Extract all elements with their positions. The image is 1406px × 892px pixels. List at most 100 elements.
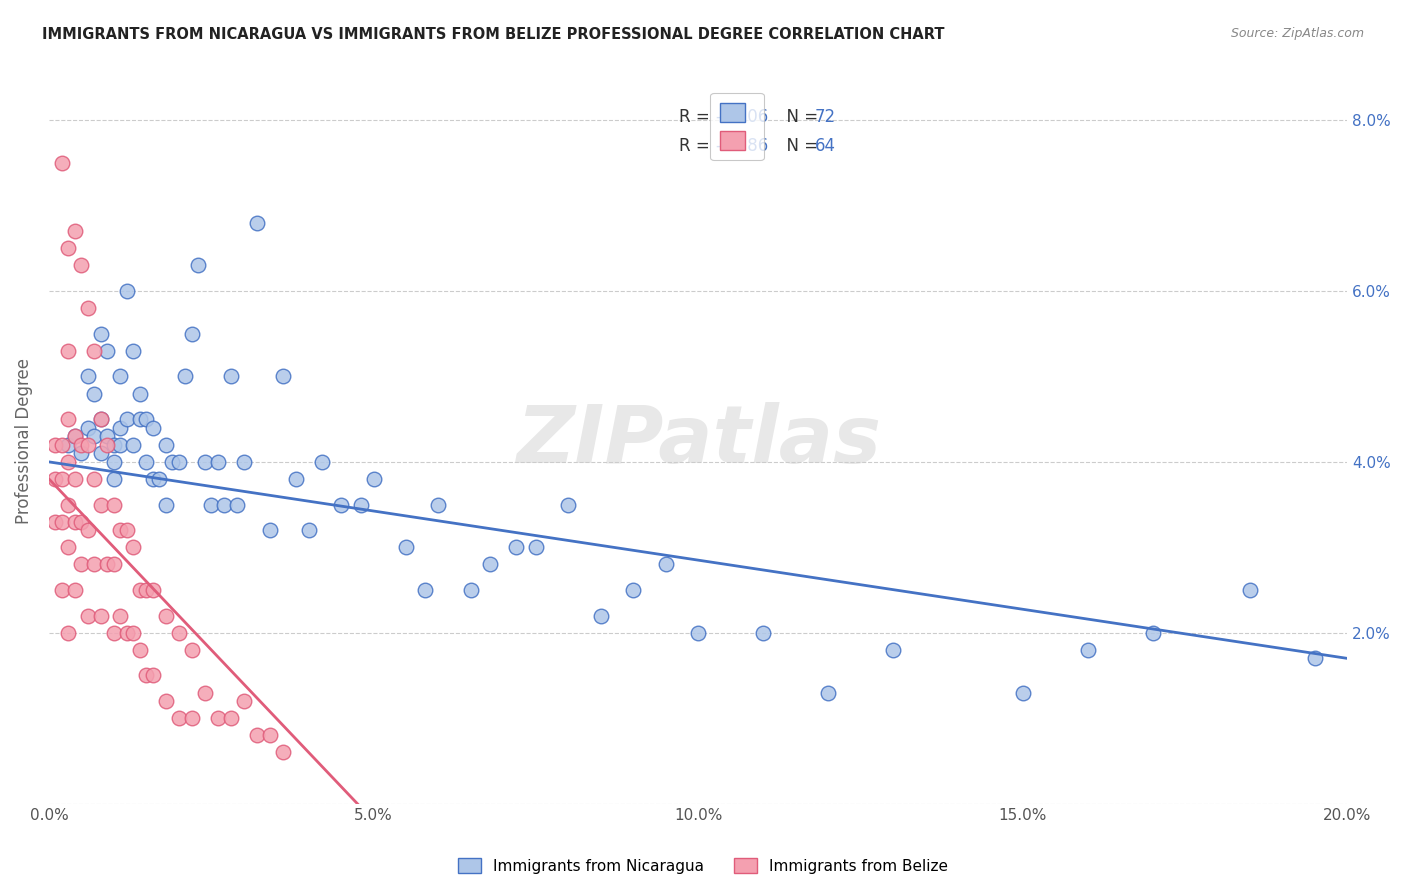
Point bbox=[83, 558, 105, 572]
Point bbox=[246, 728, 269, 742]
Point bbox=[103, 558, 125, 572]
Point bbox=[58, 438, 80, 452]
Point bbox=[212, 498, 235, 512]
Text: 64: 64 bbox=[815, 136, 837, 154]
Point bbox=[219, 711, 242, 725]
Point bbox=[63, 429, 86, 443]
Point bbox=[122, 625, 145, 640]
Point bbox=[817, 685, 839, 699]
Text: R =: R = bbox=[679, 136, 714, 154]
Point bbox=[70, 515, 93, 529]
Point bbox=[58, 343, 80, 358]
Point bbox=[330, 498, 353, 512]
Point bbox=[103, 455, 125, 469]
Point bbox=[298, 523, 321, 537]
Text: R =: R = bbox=[679, 109, 714, 127]
Point bbox=[110, 523, 132, 537]
Text: -0.286: -0.286 bbox=[716, 136, 768, 154]
Point bbox=[110, 438, 132, 452]
Point bbox=[284, 472, 307, 486]
Point bbox=[311, 455, 333, 469]
Point bbox=[155, 694, 177, 708]
Point bbox=[77, 421, 100, 435]
Point bbox=[187, 259, 209, 273]
Point bbox=[90, 326, 112, 341]
Point bbox=[155, 608, 177, 623]
Text: Source: ZipAtlas.com: Source: ZipAtlas.com bbox=[1230, 27, 1364, 40]
Text: N =: N = bbox=[776, 109, 824, 127]
Point bbox=[167, 711, 190, 725]
Point bbox=[142, 582, 165, 597]
Point bbox=[142, 421, 165, 435]
Point bbox=[90, 412, 112, 426]
Point bbox=[232, 694, 254, 708]
Point bbox=[1239, 582, 1261, 597]
Point bbox=[70, 438, 93, 452]
Point bbox=[207, 455, 229, 469]
Point bbox=[259, 523, 281, 537]
Point bbox=[63, 515, 86, 529]
Point bbox=[90, 446, 112, 460]
Point bbox=[1142, 625, 1164, 640]
Point bbox=[44, 438, 66, 452]
Point bbox=[90, 412, 112, 426]
Y-axis label: Professional Degree: Professional Degree bbox=[15, 358, 32, 524]
Point bbox=[51, 472, 73, 486]
Point bbox=[51, 515, 73, 529]
Point bbox=[219, 369, 242, 384]
Point bbox=[246, 216, 269, 230]
Text: -0.306: -0.306 bbox=[716, 109, 768, 127]
Point bbox=[128, 412, 150, 426]
Point bbox=[44, 515, 66, 529]
Point bbox=[524, 541, 547, 555]
Point bbox=[63, 429, 86, 443]
Point bbox=[167, 455, 190, 469]
Point bbox=[180, 711, 202, 725]
Point bbox=[271, 369, 294, 384]
Point bbox=[103, 498, 125, 512]
Point bbox=[479, 558, 502, 572]
Point bbox=[1011, 685, 1033, 699]
Text: N =: N = bbox=[776, 136, 824, 154]
Point bbox=[142, 668, 165, 682]
Point bbox=[128, 582, 150, 597]
Point bbox=[207, 711, 229, 725]
Point bbox=[77, 608, 100, 623]
Point bbox=[180, 643, 202, 657]
Point bbox=[180, 326, 202, 341]
Point bbox=[162, 455, 184, 469]
Point bbox=[128, 643, 150, 657]
Point bbox=[259, 728, 281, 742]
Point bbox=[70, 558, 93, 572]
Point bbox=[621, 582, 644, 597]
Point bbox=[194, 685, 217, 699]
Point bbox=[194, 455, 217, 469]
Point bbox=[103, 438, 125, 452]
Point bbox=[115, 625, 138, 640]
Point bbox=[58, 455, 80, 469]
Point bbox=[110, 421, 132, 435]
Point bbox=[557, 498, 579, 512]
Point bbox=[96, 343, 118, 358]
Point bbox=[70, 446, 93, 460]
Point bbox=[51, 582, 73, 597]
Point bbox=[155, 438, 177, 452]
Point bbox=[135, 582, 157, 597]
Point bbox=[427, 498, 450, 512]
Point bbox=[70, 259, 93, 273]
Point bbox=[115, 412, 138, 426]
Point bbox=[58, 412, 80, 426]
Point bbox=[115, 284, 138, 298]
Point bbox=[83, 386, 105, 401]
Point bbox=[122, 343, 145, 358]
Point bbox=[167, 625, 190, 640]
Text: IMMIGRANTS FROM NICARAGUA VS IMMIGRANTS FROM BELIZE PROFESSIONAL DEGREE CORRELAT: IMMIGRANTS FROM NICARAGUA VS IMMIGRANTS … bbox=[42, 27, 945, 42]
Point bbox=[415, 582, 437, 597]
Text: ZIPatlas: ZIPatlas bbox=[516, 401, 880, 480]
Point bbox=[142, 472, 165, 486]
Point bbox=[1077, 643, 1099, 657]
Point bbox=[58, 625, 80, 640]
Point bbox=[349, 498, 371, 512]
Point bbox=[96, 438, 118, 452]
Point bbox=[58, 241, 80, 255]
